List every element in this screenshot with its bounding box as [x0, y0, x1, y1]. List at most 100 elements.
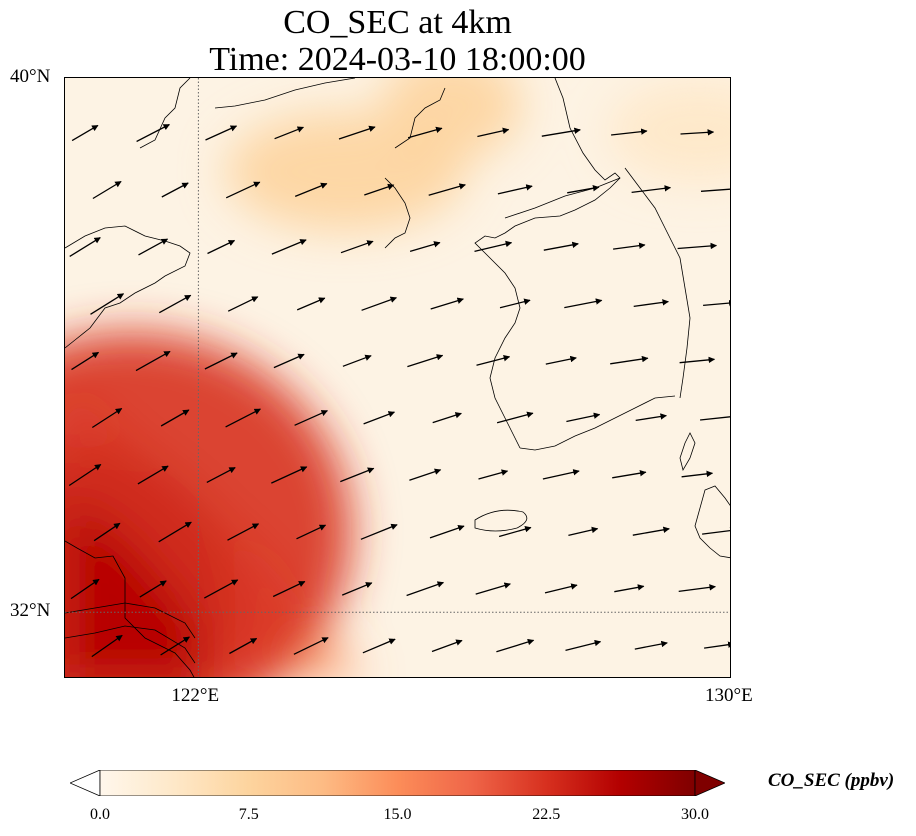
wind-arrow-91	[160, 636, 190, 656]
wind-arrow-51	[160, 409, 190, 427]
wind-arrow-90	[91, 634, 123, 658]
wind-arrow-16	[497, 184, 533, 195]
wind-arrow-63	[271, 466, 308, 484]
colorbar-label: CO_SEC (ppbv)	[768, 770, 895, 791]
map-title: CO_SEC at 4km	[283, 4, 512, 41]
coastline-tsushima	[679, 432, 696, 472]
wind-arrow-55	[432, 412, 462, 424]
wind-arrow-95	[431, 639, 463, 653]
coastline-korea-south	[519, 395, 676, 451]
wind-arrow-2	[205, 125, 238, 141]
coastline-jeju	[474, 509, 528, 532]
wind-arrow-4	[338, 125, 376, 140]
coastline-korea-west	[474, 78, 621, 449]
wind-arrow-32	[227, 296, 259, 312]
wind-arrow-30	[90, 293, 125, 315]
wind-arrow-29	[677, 242, 718, 250]
wind-arrow-75	[429, 524, 465, 539]
wind-arrow-45	[407, 354, 444, 368]
wind-arrow-1	[136, 123, 170, 143]
wind-arrow-18	[631, 185, 672, 194]
wind-arrow-76	[498, 525, 532, 538]
wind-arrow-78	[632, 526, 670, 536]
wind-arrow-79	[702, 527, 730, 535]
wind-arrow-20	[69, 237, 101, 257]
wind-arrow-40	[71, 351, 100, 371]
map-canvas	[65, 78, 730, 677]
wind-arrow-15	[428, 183, 466, 196]
wind-arrow-58	[635, 413, 667, 422]
wind-arrow-88	[614, 584, 645, 593]
wind-arrow-98	[634, 640, 668, 650]
lon-label-1: 130°E	[705, 685, 753, 706]
wind-arrow-50	[91, 407, 123, 429]
wind-arrow-48	[610, 355, 649, 365]
wind-arrow-13	[294, 182, 328, 198]
wind-arrow-14	[364, 183, 395, 196]
coastline-shandong	[65, 225, 191, 349]
wind-arrow-83	[272, 580, 306, 598]
wind-arrow-84	[341, 582, 373, 596]
lat-label-0: 40°N	[10, 66, 51, 87]
wind-arrow-3	[274, 126, 305, 140]
wind-arrow-71	[158, 521, 192, 543]
wind-arrow-59	[700, 416, 730, 421]
wind-arrow-73	[296, 524, 327, 540]
wind-arrow-26	[474, 240, 513, 253]
wind-arrow-69	[681, 470, 714, 478]
wind-arrow-64	[340, 467, 375, 483]
lat-label-1: 32°N	[10, 600, 51, 622]
wind-arrow-10	[92, 180, 122, 200]
wind-arrow-80	[70, 578, 100, 600]
wind-arrow-53	[294, 410, 328, 426]
wind-arrow-24	[340, 240, 374, 254]
wind-arrow-54	[363, 411, 396, 425]
wind-arrow-68	[612, 469, 647, 479]
wind-arrow-39	[703, 299, 730, 307]
wind-arrow-70	[93, 522, 121, 542]
colorbar-tick-3: 22.5	[532, 806, 561, 823]
wind-arrow-99	[704, 641, 730, 649]
wind-arrow-23	[271, 239, 307, 255]
colorbar-tick-4: 30.0	[681, 806, 709, 823]
colorbar-body	[99, 769, 696, 797]
wind-arrow-81	[139, 580, 167, 598]
colorbar	[68, 769, 727, 797]
wind-arrow-27	[543, 241, 579, 251]
coastline-china-east	[65, 540, 195, 677]
wind-arrow-66	[478, 469, 509, 480]
map-time-subtitle: Time: 2024-03-10 18:00:00	[209, 41, 586, 78]
wind-arrow-52	[225, 408, 261, 428]
wind-arrow-34	[361, 296, 398, 311]
border-north-korea	[504, 177, 621, 219]
coastline-dalian	[384, 177, 411, 249]
wind-arrow-19	[700, 188, 730, 192]
wind-arrow-62	[206, 467, 236, 483]
coastline-liaodong	[139, 78, 191, 149]
wind-arrow-92	[229, 637, 258, 655]
wind-arrow-65	[409, 468, 442, 481]
colorbar-tick-2: 15.0	[383, 806, 412, 823]
field-high-region-3	[225, 111, 466, 232]
lon-label-0: 122°E	[171, 685, 220, 706]
coastline-bohai-north	[214, 78, 356, 109]
wind-arrow-8	[611, 128, 648, 136]
wind-arrow-37	[564, 298, 603, 309]
colorbar-tick-0: 0.0	[90, 806, 110, 823]
coastline-yangtze-south	[65, 625, 196, 664]
wind-arrow-82	[203, 579, 239, 599]
wind-arrow-28	[613, 242, 646, 250]
wind-arrow-38	[633, 299, 669, 308]
wind-arrow-6	[477, 127, 510, 138]
wind-arrow-61	[137, 465, 169, 485]
wind-arrow-74	[360, 523, 398, 540]
wind-arrow-0	[71, 124, 99, 142]
wind-arrow-21	[138, 238, 169, 256]
map-panel[interactable]	[64, 77, 731, 678]
wind-arrow-47	[545, 355, 577, 365]
wind-arrow-86	[475, 582, 511, 595]
field-high-region-4	[608, 81, 730, 182]
coastline-kyushu	[694, 485, 730, 559]
wind-arrow-35	[430, 297, 464, 310]
wind-arrow-85	[406, 581, 445, 597]
